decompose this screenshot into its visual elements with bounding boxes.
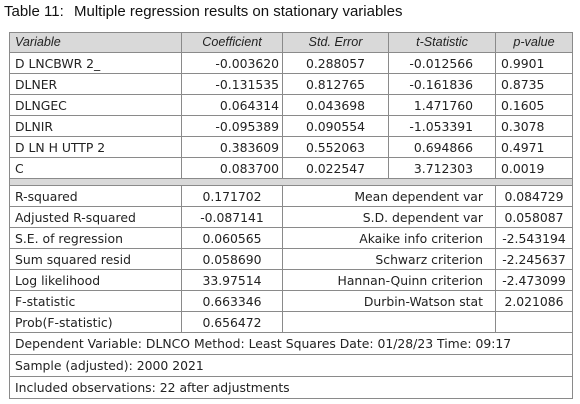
p-value-cell: 0.4971: [495, 136, 573, 158]
variable-cell: DLNIR: [9, 115, 182, 137]
p-value-cell: 0.0019: [495, 157, 573, 179]
table-row: DLNIR -0.095389 0.090554 -1.053391 0.307…: [9, 115, 573, 137]
stat-value: 33.97514: [181, 269, 283, 291]
stat-label: S.E. of regression: [9, 227, 182, 249]
stat-label: Log likelihood: [9, 269, 182, 291]
p-value-cell: 0.8735: [495, 73, 573, 95]
stat-value-2: 0.058087: [495, 206, 573, 228]
coefficient-cell: -0.131535: [181, 73, 283, 95]
stat-label-2: S.D. dependent var: [282, 206, 496, 228]
stat-value-2: [495, 311, 573, 333]
std-error-cell: 0.090554: [282, 115, 389, 137]
stat-label: Prob(F-statistic): [9, 311, 182, 333]
stat-value-2: -2.543194: [495, 227, 573, 249]
p-value-cell: 0.1605: [495, 94, 573, 116]
table-number: Table 11:: [4, 3, 64, 20]
variable-cell: DLNGEC: [9, 94, 182, 116]
table-row: DLNER -0.131535 0.812765 -0.161836 0.873…: [9, 73, 573, 95]
note-row: Dependent Variable: DLNCO Method: Least …: [9, 332, 573, 355]
header-t-statistic: t-Statistic: [388, 32, 496, 53]
header-std-error: Std. Error: [282, 32, 389, 53]
stat-value: -0.087141: [181, 206, 283, 228]
header-row: Variable Coefficient Std. Error t-Statis…: [9, 32, 573, 53]
stat-label-2: Hannan-Quinn criterion: [282, 269, 496, 291]
std-error-cell: 0.552063: [282, 136, 389, 158]
table-row: DLNGEC 0.064314 0.043698 1.471760 0.1605: [9, 94, 573, 116]
stat-row: Sum squared resid 0.058690 Schwarz crite…: [9, 248, 573, 270]
stat-row: R-squared 0.171702 Mean dependent var 0.…: [9, 185, 573, 207]
t-stat-cell: -0.161836: [388, 73, 496, 95]
p-value-cell: 0.9901: [495, 52, 573, 74]
coefficient-cell: 0.383609: [181, 136, 283, 158]
t-stat-cell: 0.694866: [388, 136, 496, 158]
stat-label: R-squared: [9, 185, 182, 207]
table-row: C 0.083700 0.022547 3.712303 0.0019: [9, 157, 573, 179]
t-stat-cell: 1.471760: [388, 94, 496, 116]
note-sample: Sample (adjusted): 2000 2021: [9, 354, 573, 377]
header-coefficient: Coefficient: [181, 32, 283, 53]
stat-value: 0.171702: [181, 185, 283, 207]
note-row: Sample (adjusted): 2000 2021: [9, 354, 573, 377]
std-error-cell: 0.022547: [282, 157, 389, 179]
variable-cell: C: [9, 157, 182, 179]
note-row: Included observations: 22 after adjustme…: [9, 376, 573, 399]
coefficient-cell: 0.083700: [181, 157, 283, 179]
separator-row: [9, 178, 573, 186]
regression-table: Variable Coefficient Std. Error t-Statis…: [9, 32, 573, 399]
t-stat-cell: -0.012566: [388, 52, 496, 74]
separator-band: [9, 178, 573, 186]
t-stat-cell: 3.712303: [388, 157, 496, 179]
stat-label-2: [282, 311, 496, 333]
std-error-cell: 0.043698: [282, 94, 389, 116]
p-value-cell: 0.3078: [495, 115, 573, 137]
stat-value-2: 0.084729: [495, 185, 573, 207]
coefficient-cell: -0.003620: [181, 52, 283, 74]
table-row: D LNCBWR 2_ -0.003620 0.288057 -0.012566…: [9, 52, 573, 74]
coefficient-cell: 0.064314: [181, 94, 283, 116]
table-title: Multiple regression results on stationar…: [74, 3, 403, 20]
stat-label: Adjusted R-squared: [9, 206, 182, 228]
stat-value: 0.656472: [181, 311, 283, 333]
variable-cell: D LN H UTTP 2: [9, 136, 182, 158]
stat-value-2: -2.473099: [495, 269, 573, 291]
stat-label-2: Schwarz criterion: [282, 248, 496, 270]
stat-row: Prob(F-statistic) 0.656472: [9, 311, 573, 333]
header-p-value: p-value: [495, 32, 573, 53]
variable-cell: DLNER: [9, 73, 182, 95]
stat-value-2: 2.021086: [495, 290, 573, 312]
stat-label-2: Durbin-Watson stat: [282, 290, 496, 312]
stat-row: F-statistic 0.663346 Durbin-Watson stat …: [9, 290, 573, 312]
stat-row: Adjusted R-squared -0.087141 S.D. depend…: [9, 206, 573, 228]
coefficient-cell: -0.095389: [181, 115, 283, 137]
stat-value: 0.060565: [181, 227, 283, 249]
std-error-cell: 0.812765: [282, 73, 389, 95]
stat-value-2: -2.245637: [495, 248, 573, 270]
table-caption: Table 11: Multiple regression results on …: [4, 3, 402, 20]
header-variable: Variable: [9, 32, 182, 53]
variable-cell: D LNCBWR 2_: [9, 52, 182, 74]
stat-row: Log likelihood 33.97514 Hannan-Quinn cri…: [9, 269, 573, 291]
stat-label: Sum squared resid: [9, 248, 182, 270]
stat-row: S.E. of regression 0.060565 Akaike info …: [9, 227, 573, 249]
stat-label: F-statistic: [9, 290, 182, 312]
note-dependent-variable: Dependent Variable: DLNCO Method: Least …: [9, 332, 573, 355]
std-error-cell: 0.288057: [282, 52, 389, 74]
stat-label-2: Mean dependent var: [282, 185, 496, 207]
stat-value: 0.058690: [181, 248, 283, 270]
stat-value: 0.663346: [181, 290, 283, 312]
t-stat-cell: -1.053391: [388, 115, 496, 137]
table-row: D LN H UTTP 2 0.383609 0.552063 0.694866…: [9, 136, 573, 158]
stat-label-2: Akaike info criterion: [282, 227, 496, 249]
note-observations: Included observations: 22 after adjustme…: [9, 376, 573, 399]
